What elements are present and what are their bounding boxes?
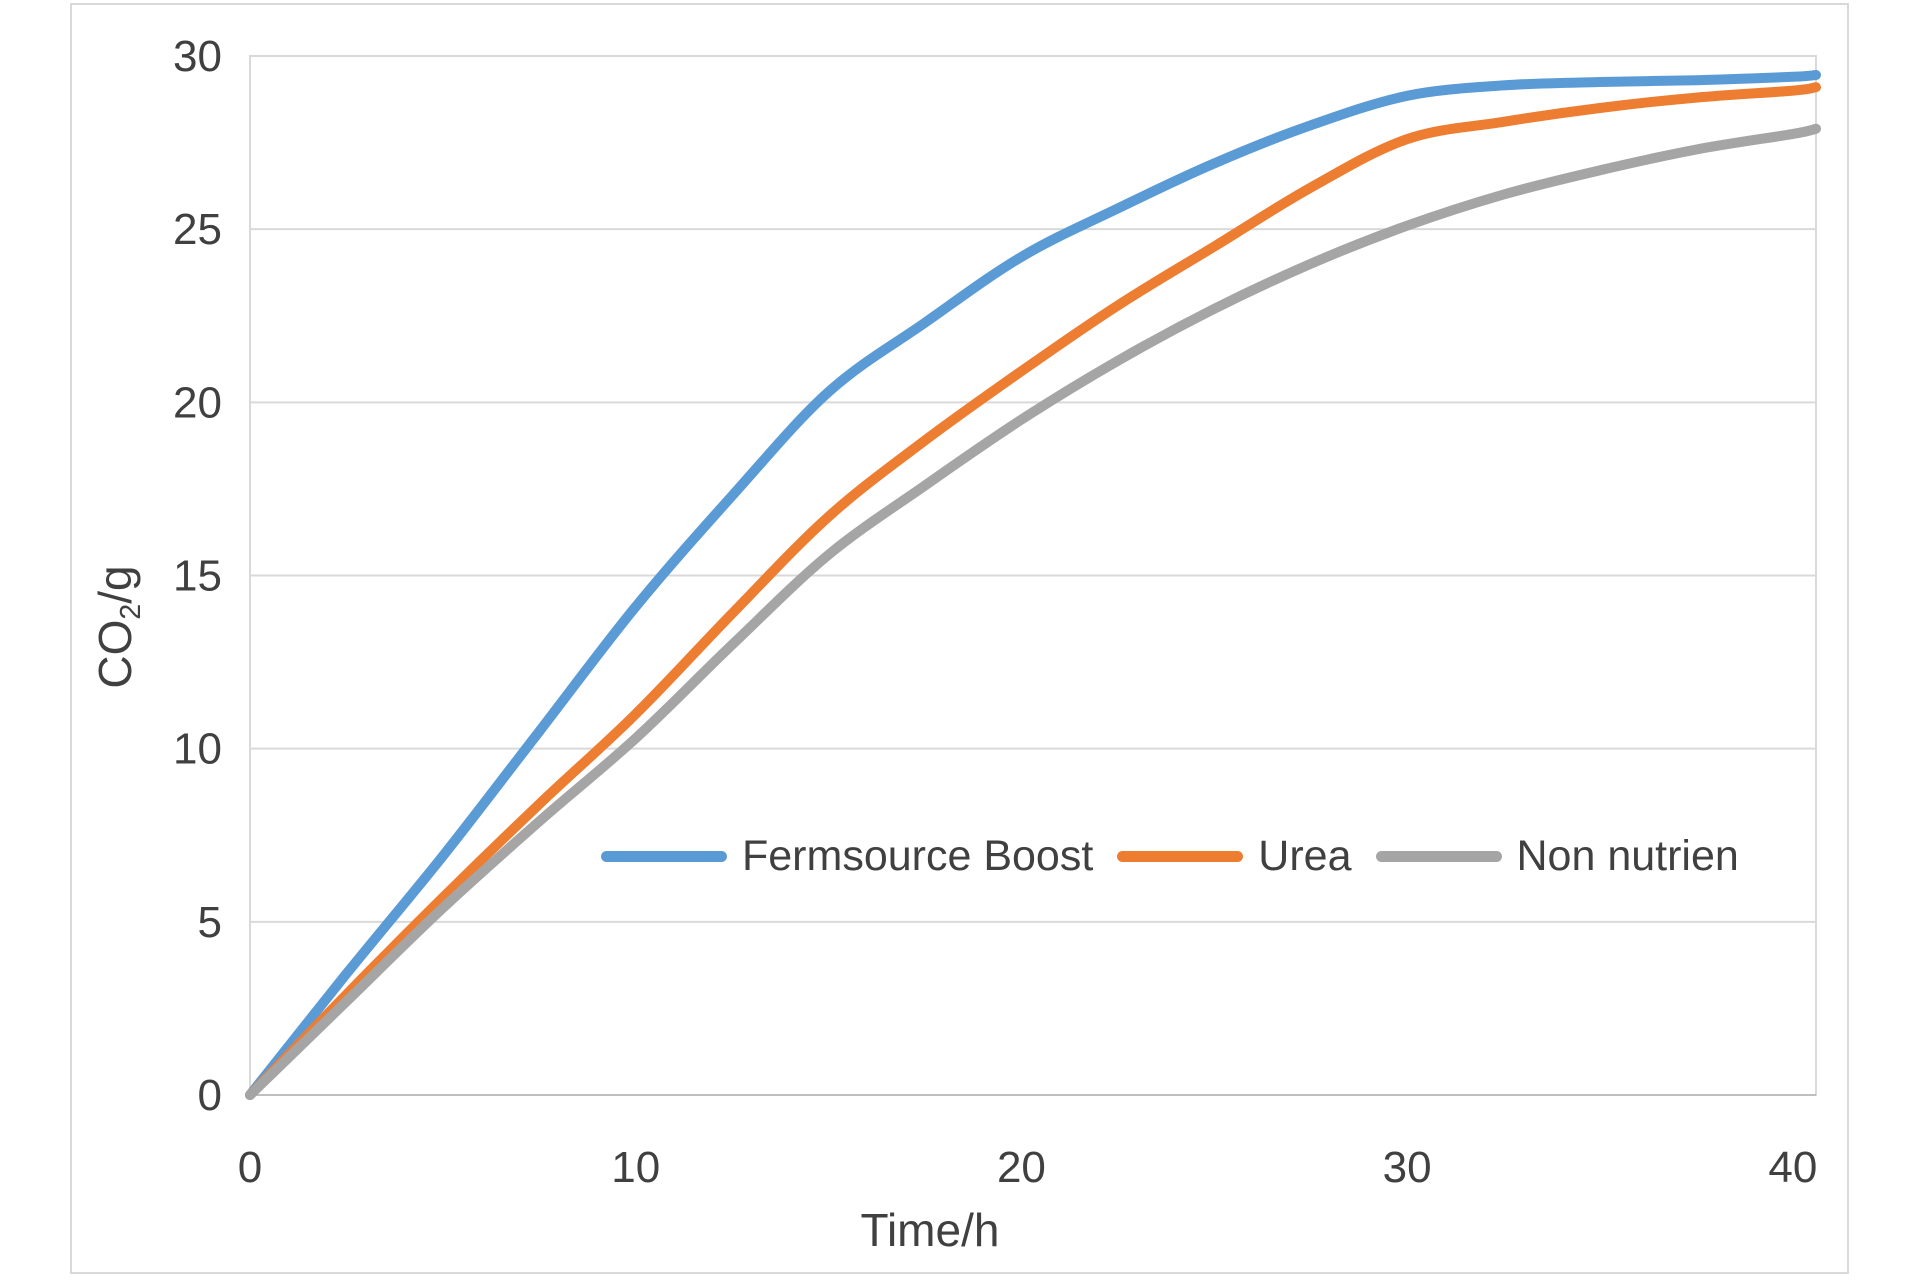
legend-label-fermsource-boost: Fermsource Boost — [742, 832, 1094, 880]
y-axis-title: CO2/g — [88, 565, 148, 688]
y-axis-title-text: CO — [89, 619, 142, 689]
legend-item-non-nutrien[interactable]: Non nutrien — [1375, 832, 1739, 881]
y-tick-label-30: 30 — [173, 32, 222, 81]
legend-marker-urea — [1117, 851, 1244, 862]
y-tick-label-25: 25 — [173, 205, 222, 254]
legend-item-fermsource-boost[interactable]: Fermsource Boost — [601, 832, 1093, 881]
y-tick-label-10: 10 — [173, 725, 222, 774]
chart-frame — [70, 3, 1849, 1274]
y-tick-label-0: 0 — [198, 1071, 222, 1120]
x-tick-label-10: 10 — [611, 1143, 660, 1192]
legend-marker-fermsource-boost — [601, 851, 727, 862]
y-axis-title-subscript: 2 — [114, 603, 147, 620]
legend-marker-non-nutrien — [1375, 851, 1502, 862]
x-tick-label-40: 40 — [1768, 1143, 1817, 1192]
legend-item-urea[interactable]: Urea — [1117, 832, 1352, 881]
y-tick-label-5: 5 — [198, 898, 222, 947]
chart-legend: Fermsource Boost Urea Non nutrien — [601, 832, 1739, 881]
series-line-non-nutrien[interactable] — [245, 123, 1821, 1100]
series-line-urea[interactable] — [245, 82, 1821, 1100]
legend-label-urea: Urea — [1258, 832, 1352, 880]
legend-label-non-nutrien: Non nutrien — [1516, 832, 1739, 880]
x-axis-title: Time/h — [860, 1204, 1000, 1256]
x-tick-label-20: 20 — [997, 1143, 1046, 1192]
series-line-fermsource-boost[interactable] — [245, 70, 1821, 1100]
x-tick-label-0: 0 — [238, 1143, 262, 1192]
x-tick-label-30: 30 — [1383, 1143, 1432, 1192]
y-tick-label-20: 20 — [173, 378, 222, 427]
y-axis-title-unit: /g — [89, 565, 142, 604]
y-tick-label-15: 15 — [173, 552, 222, 601]
